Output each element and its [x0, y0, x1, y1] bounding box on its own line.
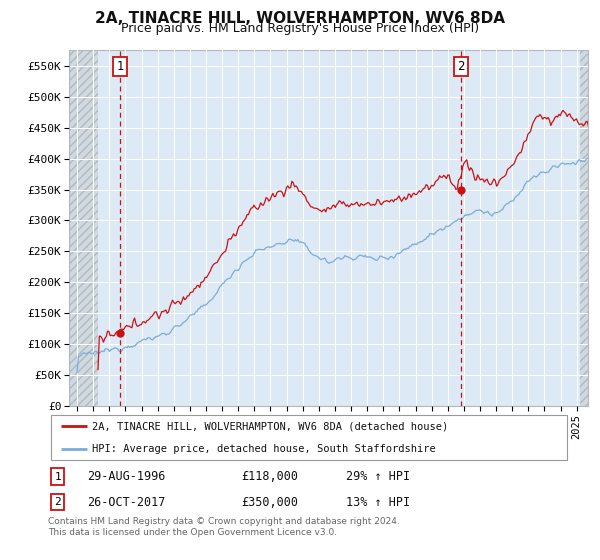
Text: Price paid vs. HM Land Registry's House Price Index (HPI): Price paid vs. HM Land Registry's House … [121, 22, 479, 35]
Text: 2A, TINACRE HILL, WOLVERHAMPTON, WV6 8DA: 2A, TINACRE HILL, WOLVERHAMPTON, WV6 8DA [95, 11, 505, 26]
FancyBboxPatch shape [50, 415, 568, 460]
Text: 1: 1 [54, 472, 61, 482]
Text: 2A, TINACRE HILL, WOLVERHAMPTON, WV6 8DA (detached house): 2A, TINACRE HILL, WOLVERHAMPTON, WV6 8DA… [92, 421, 449, 431]
Bar [580, 50, 588, 406]
Text: 1: 1 [116, 60, 124, 73]
Text: HPI: Average price, detached house, South Staffordshire: HPI: Average price, detached house, Sout… [92, 444, 436, 454]
Text: 13% ↑ HPI: 13% ↑ HPI [346, 496, 410, 509]
Text: 2: 2 [457, 60, 465, 73]
Text: 26-OCT-2017: 26-OCT-2017 [87, 496, 166, 509]
Bar [69, 50, 98, 406]
Text: Contains HM Land Registry data © Crown copyright and database right 2024.
This d: Contains HM Land Registry data © Crown c… [48, 517, 400, 537]
Text: 2: 2 [54, 497, 61, 507]
Text: 29% ↑ HPI: 29% ↑ HPI [346, 470, 410, 483]
Text: £118,000: £118,000 [241, 470, 298, 483]
Text: 29-AUG-1996: 29-AUG-1996 [87, 470, 166, 483]
Text: £350,000: £350,000 [241, 496, 298, 509]
